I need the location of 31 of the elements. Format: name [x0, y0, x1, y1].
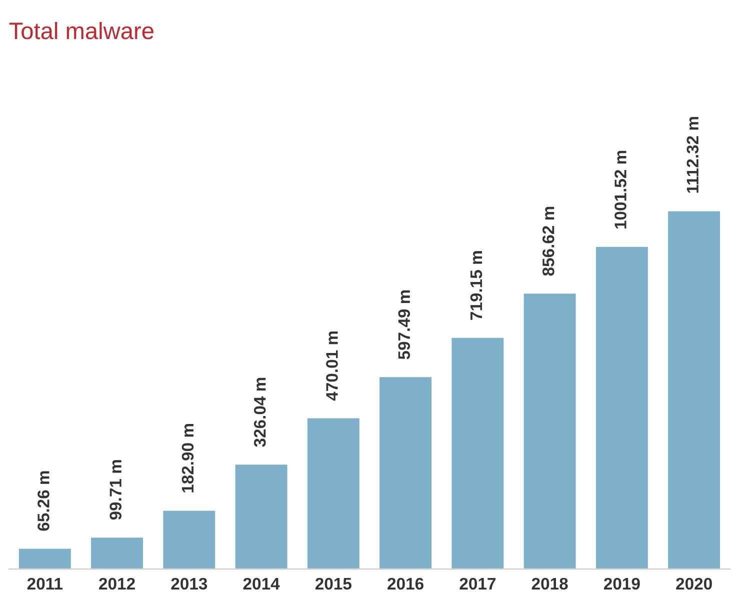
x-tick-label: 2017	[460, 578, 496, 590]
x-tick-label: 2016	[388, 578, 424, 590]
data-label: 65.26 m	[38, 471, 50, 531]
chart-title: Total malware	[9, 22, 154, 40]
bar	[378, 376, 433, 570]
bar	[306, 416, 361, 570]
data-label: 326.04 m	[254, 378, 266, 447]
bar	[522, 292, 578, 570]
data-label: 470.01 m	[326, 331, 338, 401]
data-label: 99.71 m	[110, 460, 122, 520]
x-tick-label: 2015	[315, 578, 352, 590]
x-tick-label: 2014	[243, 578, 280, 590]
bar	[450, 336, 506, 570]
data-label: 597.49 m	[398, 290, 410, 360]
data-label: 1001.52 m	[614, 150, 626, 228]
data-label: 182.90 m	[182, 424, 194, 492]
bar	[666, 210, 722, 570]
x-tick-label: 2012	[99, 578, 135, 590]
data-label: 856.62 m	[542, 206, 554, 276]
bar	[234, 463, 289, 570]
bar	[18, 547, 72, 570]
bar	[90, 536, 144, 570]
data-label: 719.15 m	[470, 251, 482, 320]
x-tick-label: 2011	[27, 578, 63, 590]
x-tick-label: 2019	[604, 578, 640, 590]
bar	[162, 509, 217, 570]
data-label: 1112.32 m	[686, 117, 699, 193]
bar	[594, 246, 650, 570]
x-tick-label: 2020	[676, 578, 712, 590]
x-tick-label: 2018	[532, 578, 568, 590]
x-tick-label: 2013	[171, 578, 208, 590]
